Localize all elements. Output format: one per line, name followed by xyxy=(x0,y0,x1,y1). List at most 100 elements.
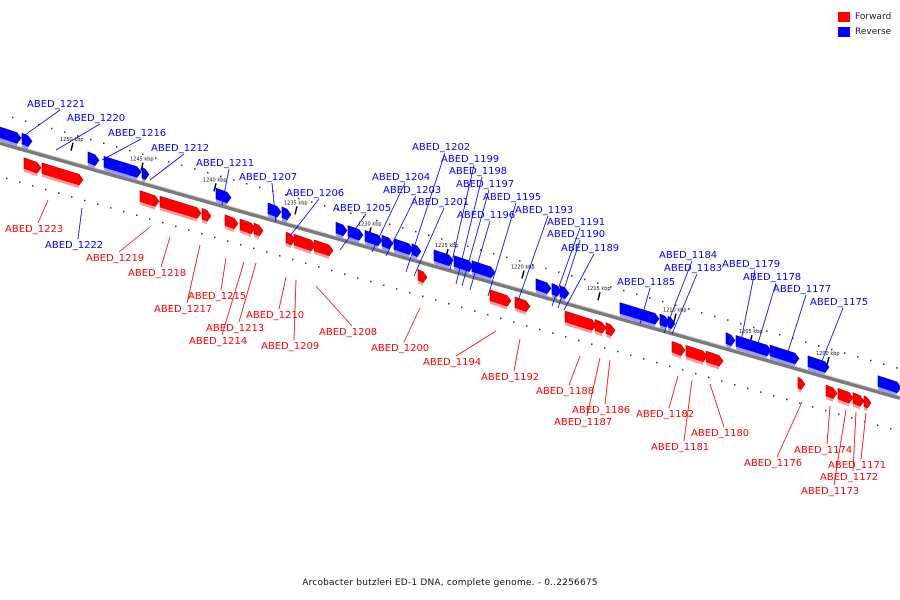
track-dot xyxy=(181,164,183,167)
forward-gene-leader-line xyxy=(568,355,581,386)
forward-gene-arrow-shadow xyxy=(42,173,79,189)
reverse-gene-label: ABED_1204 xyxy=(372,172,430,183)
track-dot xyxy=(90,138,92,141)
forward-gene-leader-line xyxy=(315,285,353,327)
track-dot xyxy=(45,188,47,191)
forward-gene-label: ABED_1209 xyxy=(261,341,319,352)
reverse-gene-leader-line xyxy=(819,307,844,367)
reverse-gene-arrow-shadow xyxy=(808,366,825,376)
reverse-gene-label: ABED_1189 xyxy=(561,243,619,254)
reverse-gene-arrow xyxy=(281,206,292,221)
track-dot xyxy=(688,308,690,310)
track-dot xyxy=(422,295,424,298)
reverse-gene-leader-line xyxy=(755,282,777,351)
reverse-gene-arrow xyxy=(103,156,142,179)
reverse-gene-leader-line xyxy=(671,273,698,335)
track-dot xyxy=(838,413,840,415)
reverse-gene-leader-line xyxy=(149,153,185,181)
forward-gene-label: ABED_1187 xyxy=(554,417,612,428)
forward-gene-arrow-shadow xyxy=(294,245,311,254)
reverse-gene-leader-line xyxy=(557,239,581,309)
forward-gene-arrow xyxy=(837,388,854,404)
forward-gene-leader-line xyxy=(37,199,49,224)
track-dot xyxy=(701,311,703,314)
forward-swatch xyxy=(838,11,850,22)
track-dot xyxy=(890,428,892,430)
track-dot xyxy=(526,325,528,327)
reverse-gene-leader-line xyxy=(371,182,406,253)
forward-gene-label: ABED_1213 xyxy=(206,323,264,334)
reverse-gene-arrow xyxy=(364,229,383,247)
forward-gene-label: ABED_1214 xyxy=(189,336,247,347)
track-dot xyxy=(32,185,34,187)
track-dot xyxy=(675,304,677,307)
track-dot xyxy=(773,395,775,397)
forward-gene-leader-line xyxy=(455,330,497,357)
track-dot xyxy=(630,354,632,356)
forward-gene-label: ABED_1176 xyxy=(744,458,802,469)
reverse-gene-arrow xyxy=(877,375,900,394)
forward-gene-arrow-shadow xyxy=(314,250,329,260)
track-dot xyxy=(389,223,391,226)
track-dot xyxy=(123,210,125,213)
scale-tick-label: 1245 kbp xyxy=(130,157,154,163)
reverse-gene-arrow-shadow xyxy=(736,346,767,360)
legend-reverse-label: Reverse xyxy=(855,26,892,37)
reverse-gene-arrow-shadow xyxy=(348,236,359,244)
track-dot xyxy=(266,251,268,253)
track-dot xyxy=(513,321,515,323)
legend: Forward Reverse xyxy=(838,9,891,39)
track-dot xyxy=(331,269,333,272)
track-dot xyxy=(233,179,235,181)
track-dot xyxy=(19,181,21,183)
reverse-gene-leader-line xyxy=(101,138,142,161)
reverse-gene-arrow xyxy=(453,255,474,273)
reverse-gene-arrow-shadow xyxy=(268,213,277,221)
reverse-gene-label: ABED_1183 xyxy=(664,263,722,274)
scale-tick-mark xyxy=(673,313,677,322)
track-dot xyxy=(441,238,443,240)
reverse-gene-label: ABED_1222 xyxy=(45,240,103,251)
track-dot xyxy=(240,244,242,246)
track-dot xyxy=(84,199,86,202)
track-dot xyxy=(337,208,339,211)
track-dot xyxy=(779,334,781,336)
reverse-gene-label: ABED_1179 xyxy=(722,259,780,270)
track-dot xyxy=(149,218,151,220)
track-dot xyxy=(402,227,404,229)
scale-tick-mark xyxy=(70,142,74,152)
forward-gene-arrow-shadow xyxy=(24,168,37,177)
track-dot xyxy=(103,142,105,144)
forward-gene-leader-line xyxy=(186,244,201,304)
forward-gene-arrow xyxy=(671,340,686,357)
track-dot xyxy=(324,205,326,207)
scale-tick-mark xyxy=(597,291,601,301)
forward-gene-leader-line xyxy=(852,411,857,472)
track-dot xyxy=(727,319,729,321)
forward-gene-arrow-shadow xyxy=(286,243,291,249)
track-dot xyxy=(285,194,287,196)
reverse-gene-arrow-shadow xyxy=(472,271,491,281)
track-dot xyxy=(896,367,898,369)
forward-gene-arrow xyxy=(253,222,264,237)
forward-gene-arrow-shadow xyxy=(254,233,259,240)
track-dot xyxy=(415,230,417,233)
reverse-gene-label: ABED_1177 xyxy=(773,284,831,295)
reverse-gene-arrow-shadow xyxy=(0,138,17,147)
forward-gene-arrow xyxy=(852,392,865,407)
reverse-gene-label: ABED_1207 xyxy=(239,172,297,183)
reverse-gene-leader-line xyxy=(739,269,756,347)
track-dot xyxy=(71,196,73,198)
reverse-gene-label: ABED_1220 xyxy=(67,113,125,124)
forward-gene-arrow xyxy=(605,322,616,337)
track-dot xyxy=(454,241,456,244)
forward-gene-leader-line xyxy=(860,412,867,460)
track-dot xyxy=(487,313,489,316)
track-dot xyxy=(643,358,645,360)
reverse-gene-arrow xyxy=(535,278,552,295)
gene-features xyxy=(0,126,900,412)
track-dot xyxy=(506,256,508,259)
reverse-gene-arrow-shadow xyxy=(454,266,469,275)
track-dot xyxy=(812,406,814,408)
scale-tick-mark xyxy=(521,270,525,279)
